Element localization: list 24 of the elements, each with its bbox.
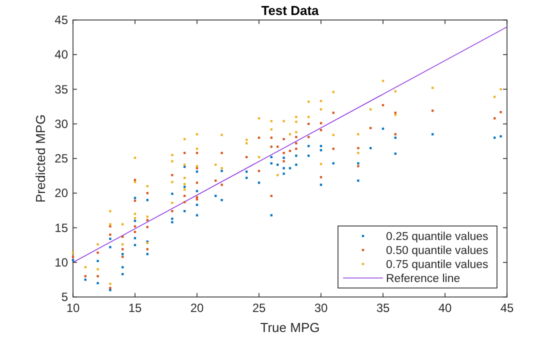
y-tick-label: 30 [54,116,68,131]
legend-label: Reference line [386,273,460,285]
legend-label: 0.75 quantile values [386,259,489,271]
x-tick-label: 25 [252,301,266,315]
y-tick-label: 35 [54,82,68,96]
legend-label: 0.50 quantile values [386,245,489,257]
y-tick-label: 25 [54,152,68,166]
x-tick-label: 30 [314,301,328,315]
legend-label: 0.25 quantile values [386,231,489,243]
x-axis-title: True MPG [260,320,320,335]
x-tick-label: 10 [66,301,80,315]
y-tick-label: 20 [54,186,68,200]
y-tick-label: 15 [54,220,68,235]
x-tick-label: 35 [376,301,390,315]
x-tick-label: 15 [128,301,142,315]
y-tick-label: 45 [54,13,68,27]
y-tick-label: 5 [61,290,68,304]
x-tick-label: 20 [190,301,204,315]
chart-title: Test Data [261,3,320,18]
x-tick-label: 40 [438,301,452,315]
y-tick-label: 40 [54,48,68,62]
y-axis-title: Predicted MPG [33,114,48,203]
y-tick-label: 10 [54,255,68,270]
x-tick-label: 45 [500,301,514,315]
